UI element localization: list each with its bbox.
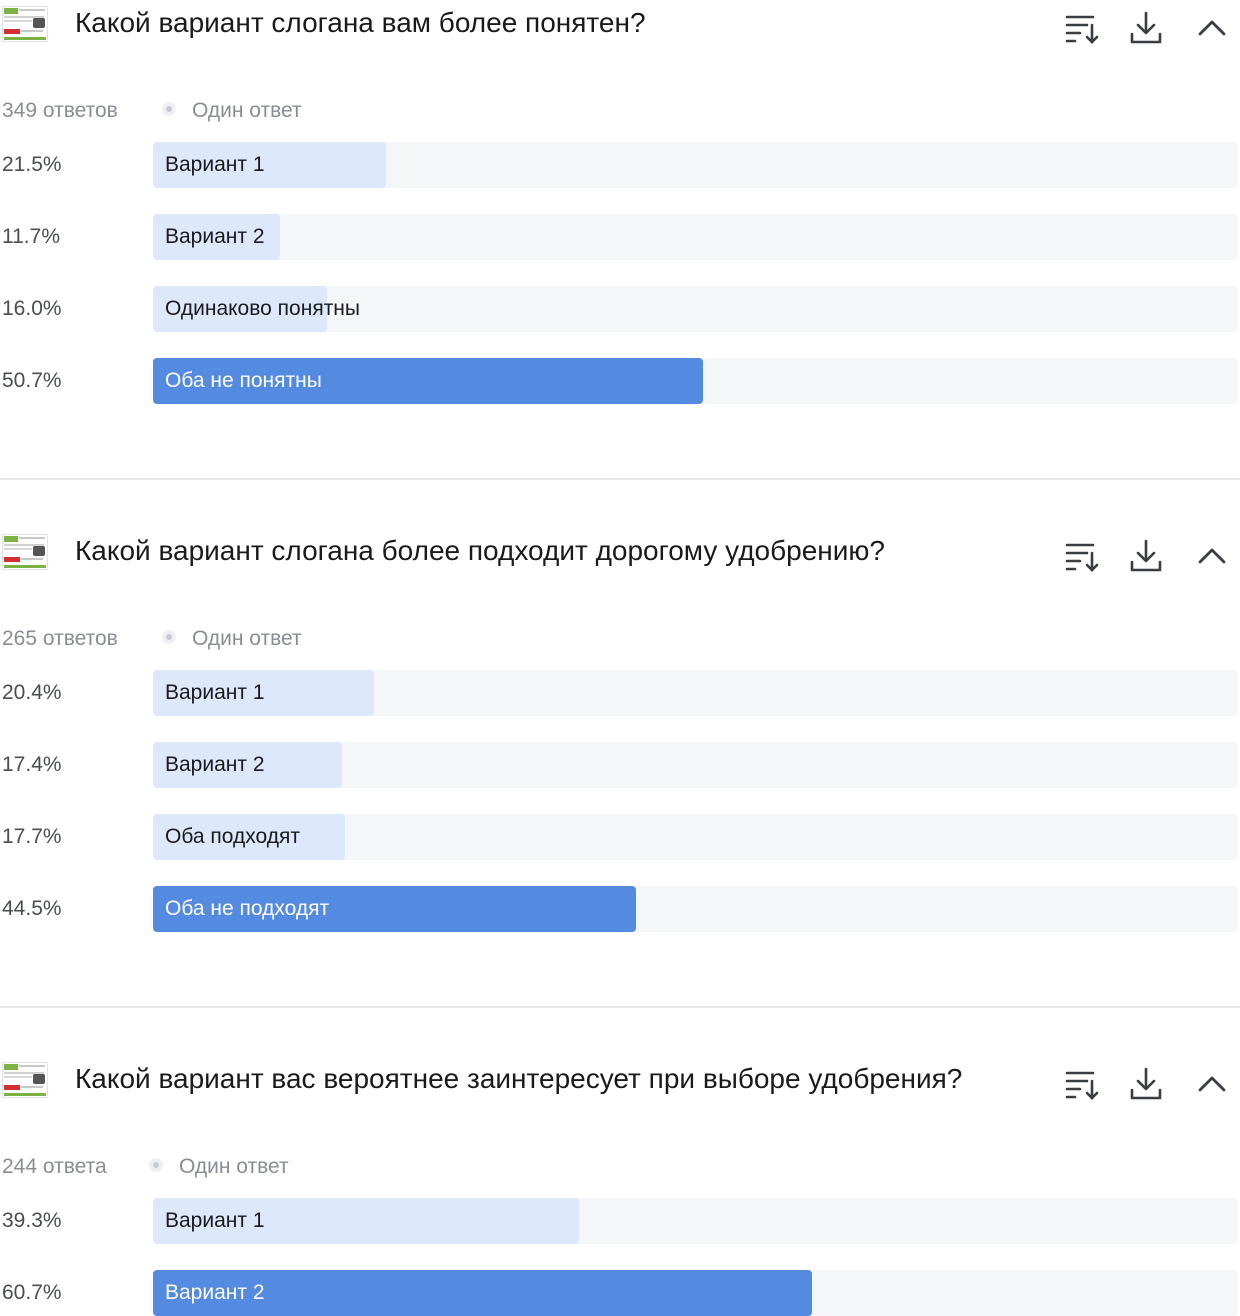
single-answer-icon	[162, 102, 176, 116]
option-row: 20.4% Вариант 1	[0, 670, 1240, 716]
single-answer-icon	[162, 630, 176, 644]
option-row: 16.0% Одинаково понятны	[0, 286, 1240, 332]
option-label: Оба не подходят	[165, 897, 330, 920]
option-bar-track	[153, 286, 1238, 332]
product-thumbnail	[2, 534, 48, 570]
question-type: Один ответ	[192, 627, 302, 650]
sort-icon[interactable]	[1063, 1066, 1099, 1102]
option-bar	[153, 1270, 812, 1316]
divider	[0, 1006, 1240, 1008]
question-type: Один ответ	[192, 99, 302, 122]
option-bar	[153, 286, 327, 332]
question-title: Какой вариант вас вероятнее заинтересует…	[75, 1063, 963, 1094]
sort-icon[interactable]	[1063, 538, 1099, 574]
option-label: Вариант 2	[165, 1281, 265, 1304]
option-label: Вариант 2	[165, 753, 265, 776]
option-percent: 16.0%	[2, 297, 62, 320]
option-bar	[153, 1198, 579, 1244]
sort-icon[interactable]	[1063, 10, 1099, 46]
option-bar	[153, 670, 374, 716]
download-icon[interactable]	[1128, 538, 1164, 574]
chevron-up-icon[interactable]	[1194, 538, 1230, 574]
option-label: Одинаково понятны	[165, 297, 360, 320]
question-type: Один ответ	[179, 1155, 289, 1178]
option-bar	[153, 214, 280, 260]
option-row: 17.7% Оба подходят	[0, 814, 1240, 860]
option-percent: 11.7%	[2, 225, 60, 248]
option-label: Вариант 1	[165, 681, 265, 704]
option-percent: 21.5%	[2, 153, 62, 176]
question-card: Какой вариант вас вероятнее заинтересует…	[0, 1056, 1240, 1316]
option-row: 21.5% Вариант 1	[0, 142, 1240, 188]
option-percent: 17.4%	[2, 753, 62, 776]
product-thumbnail	[2, 1062, 48, 1098]
option-bar	[153, 142, 386, 188]
question-card: Какой вариант слогана более подходит дор…	[0, 528, 1240, 1006]
option-bar	[153, 814, 345, 860]
single-answer-icon	[149, 1158, 163, 1172]
option-percent: 44.5%	[2, 897, 62, 920]
option-percent: 20.4%	[2, 681, 62, 704]
chevron-up-icon[interactable]	[1194, 1066, 1230, 1102]
option-row: 11.7% Вариант 2	[0, 214, 1240, 260]
download-icon[interactable]	[1128, 1066, 1164, 1102]
option-row: 17.4% Вариант 2	[0, 742, 1240, 788]
option-row: 44.5% Оба не подходят	[0, 886, 1240, 932]
divider	[0, 478, 1240, 480]
product-thumbnail	[2, 6, 48, 42]
option-percent: 60.7%	[2, 1281, 62, 1304]
response-count: 244 ответа	[2, 1155, 107, 1178]
option-label: Вариант 1	[165, 1209, 265, 1232]
option-row: 39.3% Вариант 1	[0, 1198, 1240, 1244]
chevron-up-icon[interactable]	[1194, 10, 1230, 46]
question-title: Какой вариант слогана вам более понятен?	[75, 7, 646, 38]
option-label: Оба не понятны	[165, 369, 322, 392]
option-bar	[153, 358, 703, 404]
option-label: Вариант 2	[165, 225, 265, 248]
option-bar	[153, 886, 636, 932]
download-icon[interactable]	[1128, 10, 1164, 46]
question-card: Какой вариант слогана вам более понятен?…	[0, 0, 1240, 478]
response-count: 265 ответов	[2, 627, 118, 650]
option-label: Вариант 1	[165, 153, 265, 176]
option-bar	[153, 742, 342, 788]
option-bar-track	[153, 214, 1238, 260]
option-label: Оба подходят	[165, 825, 300, 848]
response-count: 349 ответов	[2, 99, 118, 122]
option-percent: 39.3%	[2, 1209, 62, 1232]
option-row: 50.7% Оба не понятны	[0, 358, 1240, 404]
option-row: 60.7% Вариант 2	[0, 1270, 1240, 1316]
option-percent: 50.7%	[2, 369, 62, 392]
question-title: Какой вариант слогана более подходит дор…	[75, 535, 885, 566]
option-percent: 17.7%	[2, 825, 62, 848]
